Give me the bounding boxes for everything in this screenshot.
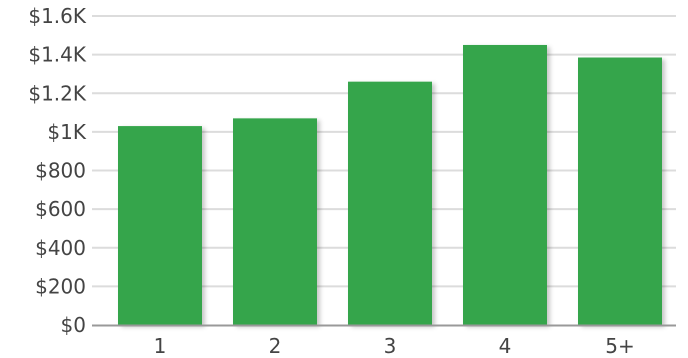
bar (233, 118, 317, 325)
y-tick-label: $0 (61, 313, 86, 337)
bar (463, 44, 547, 325)
bar (348, 81, 432, 325)
y-tick-label: $1.2K (28, 81, 87, 105)
x-tick-label: 4 (499, 334, 512, 358)
x-tick-label: 2 (269, 334, 282, 358)
x-tick-label: 1 (154, 334, 167, 358)
y-tick-label: $800 (35, 159, 86, 183)
bars (118, 44, 662, 325)
x-axis-tick-labels: 1 2 3 4 5+ (154, 334, 635, 358)
y-tick-label: $200 (35, 274, 86, 298)
y-axis-tick-labels: $0 $200 $400 $600 $800 $1K $1.2K $1.4K $1.6K (28, 4, 87, 337)
y-tick-label: $600 (35, 197, 86, 221)
x-tick-label: 5+ (605, 334, 634, 358)
y-tick-label: $1K (47, 120, 86, 144)
y-tick-label: $400 (35, 236, 86, 260)
bar (578, 57, 662, 325)
y-tick-label: $1.4K (28, 43, 87, 67)
x-tick-label: 3 (384, 334, 397, 358)
y-tick-label: $1.6K (28, 4, 87, 28)
bar (118, 126, 202, 325)
